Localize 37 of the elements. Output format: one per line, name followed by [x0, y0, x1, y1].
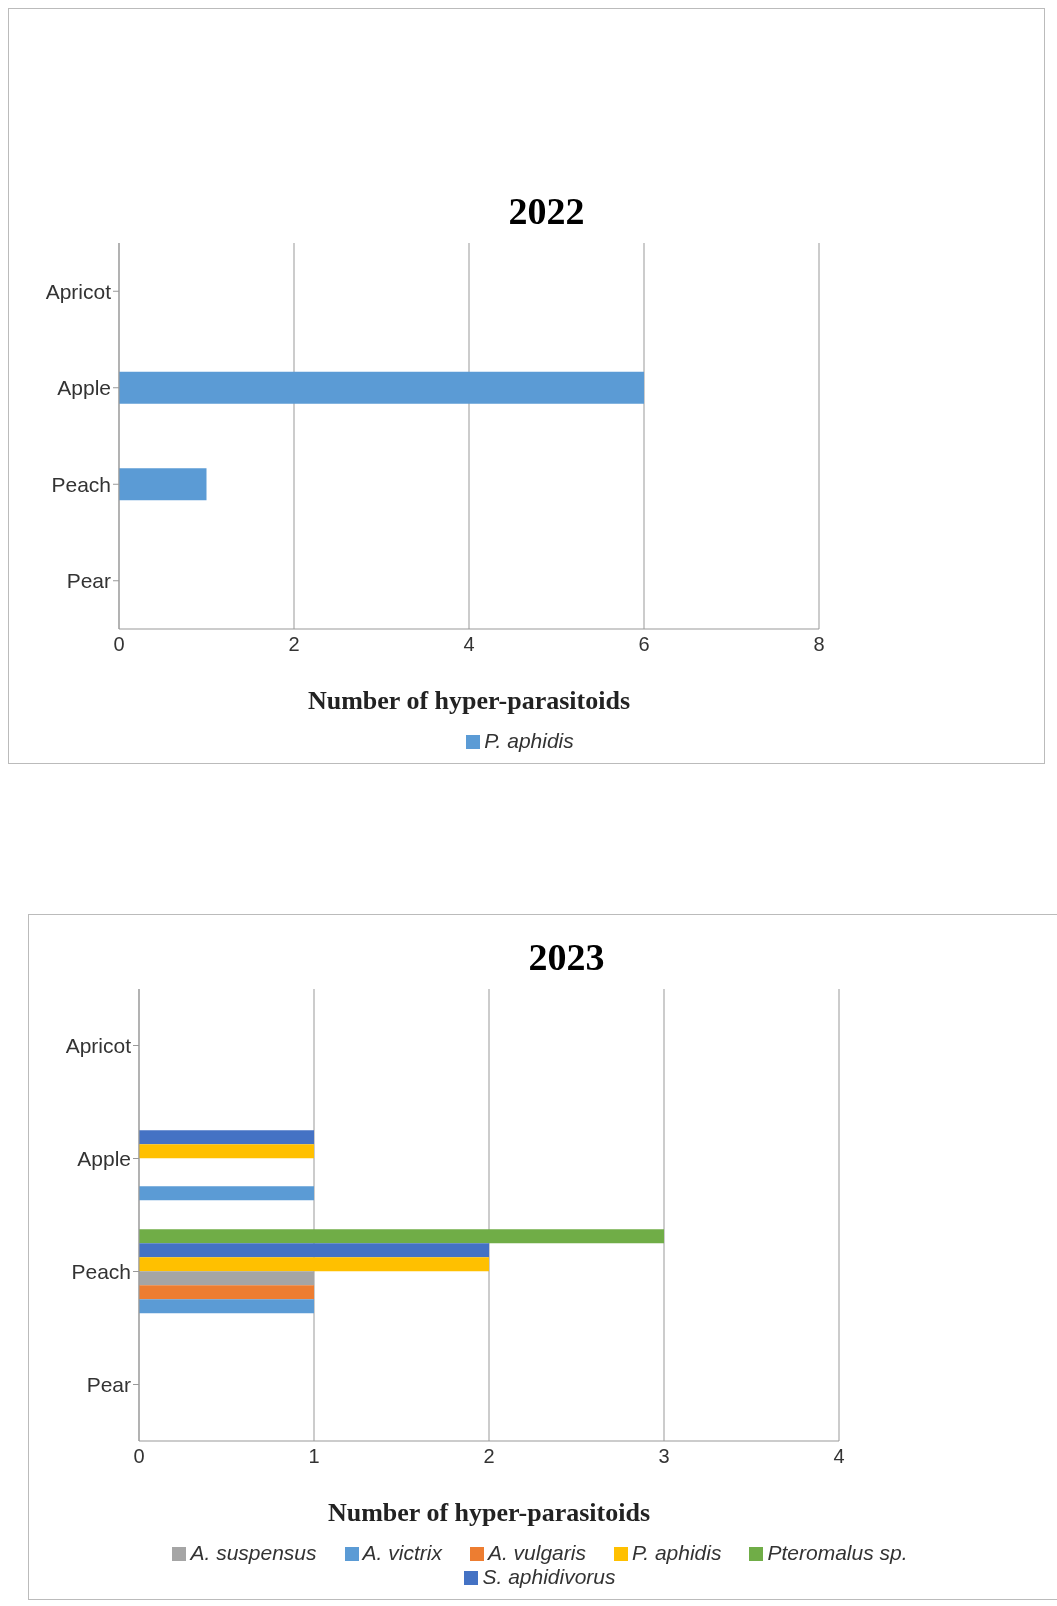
x-tick-label: 2: [483, 1445, 495, 1468]
y-tick-label: Apricot: [45, 279, 112, 303]
bar: [139, 1144, 314, 1159]
legend-label: S. aphidivorus: [482, 1565, 616, 1588]
bar: [139, 1243, 489, 1258]
x-tick-label: 1: [308, 1445, 320, 1468]
x-tick-label: 2: [288, 633, 300, 656]
y-tick-label: Peach: [71, 1259, 131, 1283]
legend-label: Pteromalus sp.: [767, 1541, 908, 1564]
x-axis-title: Number of hyper-parasitoids: [307, 686, 631, 715]
x-tick-label: 0: [133, 1445, 145, 1468]
x-tick-label: 4: [463, 633, 475, 656]
y-tick-label: Apple: [77, 1146, 131, 1170]
x-tick-label: 8: [813, 633, 825, 656]
x-tick-label: 6: [638, 633, 650, 656]
x-tick-label: 3: [658, 1445, 670, 1468]
bar: [139, 1285, 314, 1300]
y-tick-label: Apple: [57, 376, 111, 400]
chart-title: 2023: [527, 935, 606, 979]
bar: [139, 1186, 314, 1201]
chart-title: 2022: [507, 189, 586, 233]
y-tick-label: Pear: [86, 1372, 132, 1396]
legend-label: A. suspensus: [190, 1541, 317, 1564]
y-tick-label: Pear: [66, 569, 112, 593]
legend-label: A. victrix: [362, 1541, 442, 1564]
x-tick-label: 0: [113, 633, 125, 656]
legend-label: P. aphidis: [484, 729, 574, 752]
legend-label: P. aphidis: [631, 1541, 722, 1564]
y-tick-label: Apricot: [65, 1033, 132, 1057]
bar: [139, 1130, 314, 1145]
bar: [139, 1299, 314, 1314]
bar: [139, 1229, 664, 1244]
x-tick-label: 4: [833, 1445, 845, 1468]
y-tick-label: Peach: [51, 472, 111, 496]
x-axis-title: Number of hyper-parasitoids: [327, 1498, 651, 1527]
legend-label: A. vulgaris: [487, 1541, 586, 1564]
bar: [139, 1257, 489, 1272]
